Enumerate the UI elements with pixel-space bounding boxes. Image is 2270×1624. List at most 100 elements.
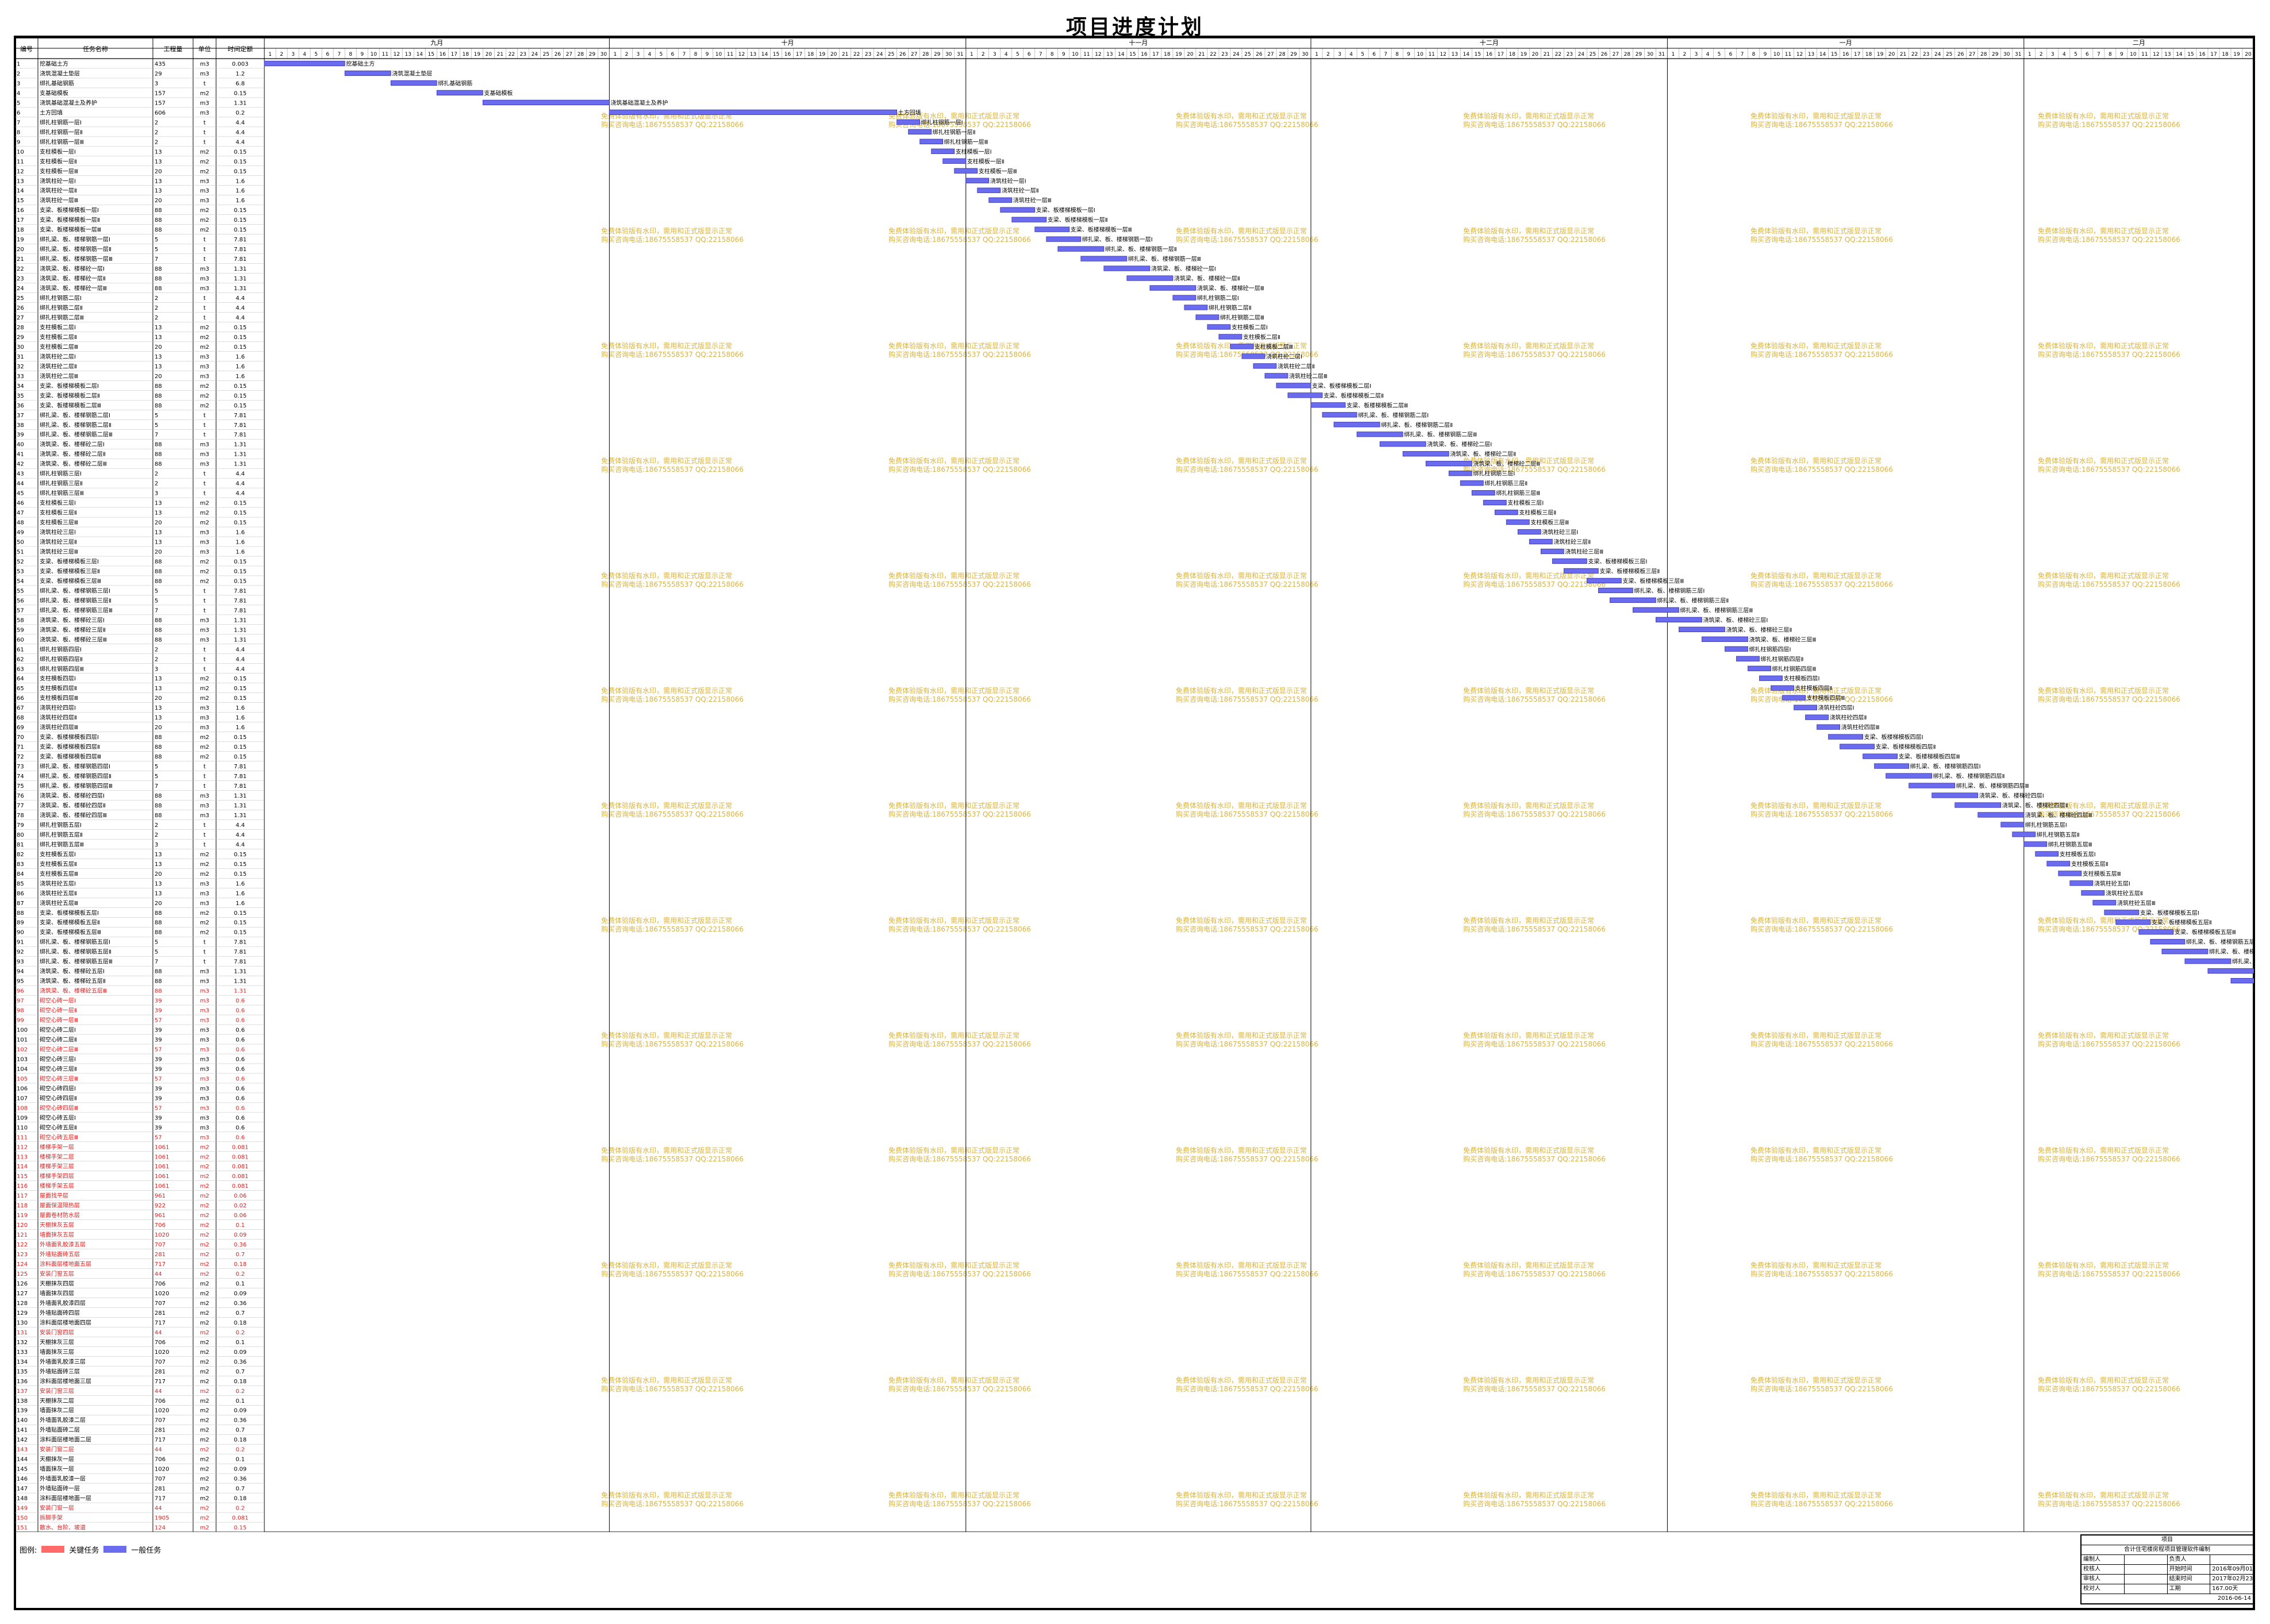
task-id: 46 — [17, 501, 24, 507]
task-qty: 57 — [155, 1076, 162, 1082]
task-bar-label: 绑扎柱钢筋一层Ⅲ — [944, 138, 988, 145]
watermark-line-1: 免费体验版有水印，需用和正式版显示正常 — [1463, 1146, 1594, 1154]
day-tick-label: 18 — [2222, 52, 2229, 57]
task-unit: m2 — [200, 930, 209, 936]
task-id: 6 — [17, 110, 20, 116]
task-unit: m2 — [200, 1222, 209, 1229]
task-qty: 706 — [155, 1340, 166, 1346]
task-unit: m2 — [200, 1427, 209, 1434]
task-qty: 2 — [155, 822, 158, 829]
task-id: 148 — [17, 1496, 28, 1502]
task-id: 141 — [17, 1427, 28, 1434]
task-id: 99 — [17, 1018, 24, 1024]
watermark-line-1: 免费体验版有水印，需用和正式版显示正常 — [601, 1376, 732, 1384]
watermark-line-2: 购买咨询电话:18675558537 QQ:22158066 — [1463, 810, 1606, 818]
day-tick-label: 29 — [934, 52, 941, 57]
task-bar-label: 浇筑柱砼五层Ⅲ — [2117, 899, 2156, 907]
day-tick-label: 3 — [1338, 52, 1341, 57]
task-unit: t — [203, 139, 206, 145]
task-bar-label: 浇筑梁、板、楼梯砼三层Ⅲ — [1749, 636, 1816, 643]
task-bar — [1471, 490, 1495, 496]
task-bar — [1517, 529, 1541, 535]
watermark-line-1: 免费体验版有水印，需用和正式版显示正常 — [888, 1146, 1019, 1154]
task-unit: m3 — [200, 540, 209, 546]
day-tick-label: 19 — [1175, 52, 1182, 57]
task-bar-label: 绑扎梁、板、楼梯钢筋二层Ⅲ — [1404, 431, 1477, 438]
task-id: 35 — [17, 393, 24, 399]
task-bar — [1207, 324, 1231, 330]
task-id: 40 — [17, 442, 24, 448]
task-name: 屋面保温隔热层 — [40, 1202, 80, 1209]
task-quota: 4.4 — [236, 305, 245, 311]
day-tick-label: 27 — [1267, 52, 1273, 57]
task-qty: 1020 — [155, 1291, 169, 1297]
task-quota: 0.15 — [234, 676, 247, 682]
task-quota: 7.81 — [234, 607, 247, 614]
task-qty: 39 — [155, 998, 162, 1005]
day-tick-label: 8 — [2109, 52, 2112, 57]
task-unit: m2 — [200, 920, 209, 926]
day-tick-label: 10 — [1417, 52, 1423, 57]
watermark-line-1: 免费体验版有水印，需用和正式版显示正常 — [1463, 1031, 1594, 1040]
task-unit: m3 — [200, 1066, 209, 1072]
task-bar-label: 支柱模板三层Ⅲ — [1530, 519, 1569, 526]
task-id: 70 — [17, 734, 24, 741]
info-cell: 结束时间 — [2167, 1575, 2210, 1584]
task-name: 绑扎柱钢筋三层Ⅱ — [40, 480, 83, 487]
task-quota: 7.81 — [234, 598, 247, 604]
task-unit: m3 — [200, 354, 209, 360]
task-name: 支梁、板楼梯模板二层Ⅰ — [40, 382, 99, 390]
legend-critical-label: 关键任务 — [69, 1546, 99, 1555]
task-unit: t — [203, 432, 206, 438]
task-bar-label: 绑扎梁、板、楼梯钢筋一层Ⅲ — [1128, 255, 1201, 263]
task-unit: m3 — [200, 364, 209, 370]
task-quota: 1.6 — [236, 705, 245, 711]
task-qty: 88 — [155, 461, 162, 468]
day-tick-label: 28 — [922, 52, 929, 57]
task-unit: m2 — [200, 217, 209, 224]
task-bar-label: 绑扎柱钢筋五层Ⅰ — [2025, 821, 2067, 829]
task-qty: 13 — [155, 178, 162, 184]
task-id: 55 — [17, 588, 24, 594]
task-qty: 7 — [155, 256, 158, 263]
task-bar-label: 支柱模板四层Ⅰ — [1784, 675, 1820, 682]
task-qty: 5 — [155, 422, 158, 429]
day-tick-label: 19 — [2233, 52, 2240, 57]
task-qty: 88 — [155, 920, 162, 926]
task-quota: 1.31 — [234, 276, 247, 282]
task-qty: 717 — [155, 1379, 166, 1385]
watermark-line-2: 购买咨询电话:18675558537 QQ:22158066 — [1750, 465, 1893, 474]
task-bar — [1828, 734, 1864, 740]
day-tick-label: 3 — [2051, 52, 2054, 57]
task-unit: m3 — [200, 188, 209, 194]
day-tick-label: 25 — [1244, 52, 1251, 57]
day-tick-label: 17 — [796, 52, 802, 57]
task-qty: 20 — [155, 374, 162, 380]
task-unit: t — [203, 783, 206, 790]
task-bar — [1840, 744, 1875, 749]
task-qty: 88 — [155, 910, 162, 917]
task-id: 80 — [17, 832, 24, 838]
task-bar — [390, 80, 437, 86]
task-quota: 0.003 — [232, 61, 249, 67]
watermark-line-2: 购买咨询电话:18675558537 QQ:22158066 — [1463, 580, 1606, 588]
task-name: 绑扎柱钢筋四层Ⅲ — [40, 665, 84, 672]
task-quota: 7.81 — [234, 237, 247, 243]
info-cell: 编制人 — [2083, 1556, 2100, 1563]
task-unit: m3 — [200, 891, 209, 897]
task-qty: 2 — [155, 471, 158, 478]
watermark-line-2: 购买咨询电话:18675558537 QQ:22158066 — [1750, 350, 1893, 359]
task-id: 32 — [17, 364, 24, 370]
task-unit: m2 — [200, 325, 209, 331]
task-unit: m2 — [200, 568, 209, 575]
task-name: 浇筑柱砼五层Ⅰ — [40, 880, 76, 887]
task-qty: 717 — [155, 1261, 166, 1268]
day-tick-label: 17 — [1152, 52, 1159, 57]
task-qty: 281 — [155, 1427, 166, 1434]
watermark-line-1: 免费体验版有水印，需用和正式版显示正常 — [1176, 111, 1307, 120]
watermark-line-1: 免费体验版有水印，需用和正式版显示正常 — [888, 226, 1019, 235]
task-name: 支柱模板五层Ⅱ — [40, 860, 77, 868]
watermark-line-2: 购买咨询电话:18675558537 QQ:22158066 — [1463, 120, 1606, 129]
day-tick-label: 29 — [1290, 52, 1297, 57]
